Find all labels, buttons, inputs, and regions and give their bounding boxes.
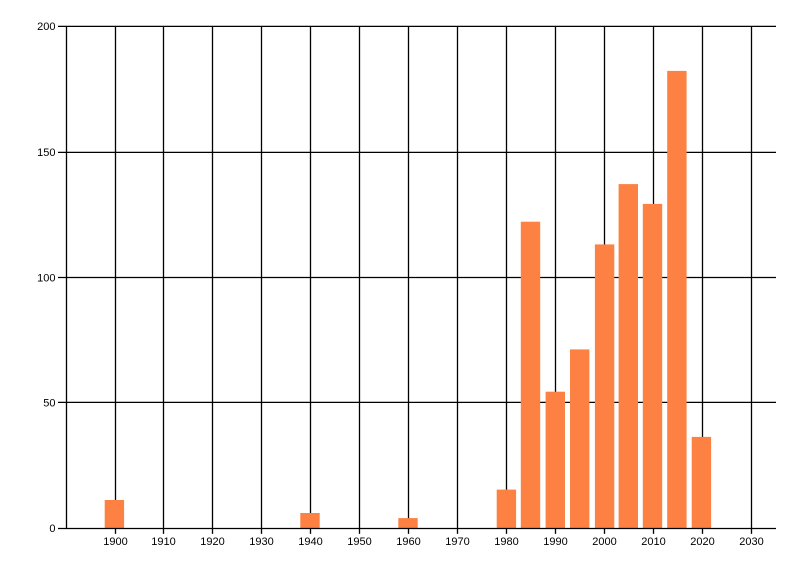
svg-text:1990: 1990 [543,536,567,548]
svg-text:1920: 1920 [200,536,224,548]
svg-text:100: 100 [37,272,55,284]
svg-text:150: 150 [37,147,55,159]
svg-text:1900: 1900 [103,536,127,548]
svg-text:2030: 2030 [739,536,763,548]
svg-text:1930: 1930 [249,536,273,548]
svg-text:200: 200 [37,21,55,33]
svg-text:2020: 2020 [690,536,714,548]
svg-text:1950: 1950 [347,536,371,548]
svg-text:1970: 1970 [445,536,469,548]
svg-text:1960: 1960 [396,536,420,548]
svg-text:0: 0 [49,523,55,535]
svg-text:2010: 2010 [641,536,665,548]
svg-text:50: 50 [43,397,55,409]
svg-text:2000: 2000 [592,536,616,548]
svg-text:1980: 1980 [494,536,518,548]
svg-text:1910: 1910 [151,536,175,548]
svg-text:1940: 1940 [298,536,322,548]
